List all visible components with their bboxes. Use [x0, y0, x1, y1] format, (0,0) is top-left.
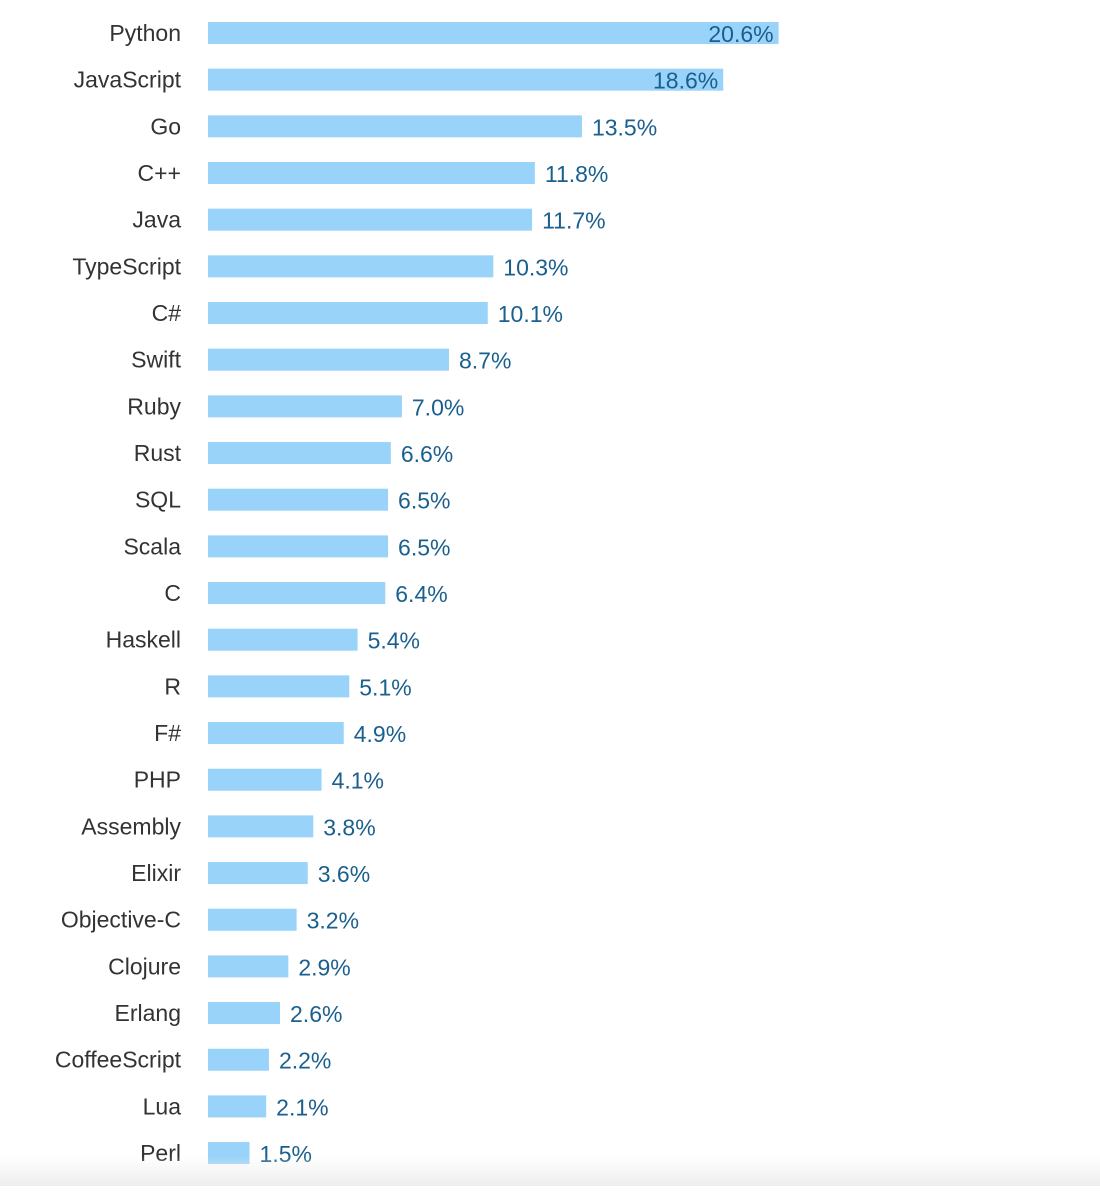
category-label: Erlang: [115, 1000, 181, 1026]
bar: [208, 208, 533, 231]
category-label: C++: [138, 160, 181, 186]
bar: [208, 582, 386, 605]
bar: [208, 908, 297, 931]
value-label: 1.5%: [260, 1141, 312, 1167]
value-label: 2.2%: [279, 1048, 331, 1074]
bar: [208, 628, 358, 651]
bar: [208, 722, 344, 745]
value-label: 11.8%: [545, 161, 609, 187]
value-label: 6.5%: [398, 488, 450, 514]
category-label: Haskell: [106, 627, 181, 653]
value-label: 10.3%: [503, 254, 568, 280]
value-label: 5.4%: [368, 628, 420, 654]
bar: [208, 955, 289, 978]
value-label: 7.0%: [412, 394, 464, 420]
bar: [208, 1002, 281, 1025]
category-label: Swift: [131, 347, 181, 373]
bar: [208, 1095, 267, 1118]
bar: [208, 862, 308, 885]
bar: [208, 488, 389, 511]
category-label: Objective-C: [61, 907, 181, 933]
value-label: 3.6%: [318, 861, 370, 887]
category-label: Assembly: [81, 813, 181, 839]
category-label: CoffeeScript: [55, 1047, 182, 1073]
category-label: Elixir: [131, 860, 181, 886]
bar: [208, 395, 402, 418]
category-label: Scala: [123, 533, 181, 559]
bar: [208, 348, 449, 371]
value-label: 2.6%: [290, 1001, 342, 1027]
category-label: Python: [109, 20, 181, 46]
category-label: JavaScript: [74, 67, 182, 93]
bar: [208, 302, 488, 325]
value-label: 6.6%: [401, 441, 453, 467]
value-label: 2.1%: [276, 1094, 328, 1120]
value-label: 10.1%: [498, 301, 563, 327]
category-label: TypeScript: [72, 253, 181, 279]
bar: [208, 675, 350, 698]
bar: [208, 815, 314, 838]
value-label: 2.9%: [298, 954, 350, 980]
category-label: Java: [132, 207, 181, 233]
category-label: F#: [154, 720, 181, 746]
bar: [208, 162, 535, 185]
category-label: Rust: [134, 440, 182, 466]
bar: [208, 115, 582, 138]
category-label: C: [164, 580, 181, 606]
category-label: R: [164, 673, 181, 699]
value-label: 18.6%: [653, 68, 718, 94]
bar: [208, 22, 779, 44]
bar: [208, 68, 724, 91]
value-label: 3.8%: [323, 814, 375, 840]
bar: [208, 1142, 250, 1165]
value-label: 20.6%: [708, 21, 773, 47]
value-label: 6.4%: [395, 581, 447, 607]
value-label: 13.5%: [592, 114, 657, 140]
value-label: 3.2%: [307, 908, 359, 934]
category-label: Perl: [140, 1140, 181, 1166]
bar: [208, 768, 322, 791]
category-label: PHP: [134, 767, 181, 793]
value-label: 6.5%: [398, 534, 450, 560]
bar: [208, 442, 391, 465]
category-label: Clojure: [108, 953, 181, 979]
bar: [208, 1048, 269, 1071]
value-label: 4.9%: [354, 721, 406, 747]
value-label: 8.7%: [459, 348, 511, 374]
category-label: Lua: [143, 1093, 182, 1119]
category-label: Go: [150, 113, 181, 139]
bar: [208, 255, 494, 278]
bar: [208, 535, 389, 558]
category-label: C#: [152, 300, 182, 326]
value-label: 4.1%: [332, 768, 384, 794]
value-label: 5.1%: [359, 674, 411, 700]
category-label: SQL: [135, 487, 181, 513]
value-label: 11.7%: [542, 208, 606, 234]
category-label: Ruby: [127, 393, 181, 419]
